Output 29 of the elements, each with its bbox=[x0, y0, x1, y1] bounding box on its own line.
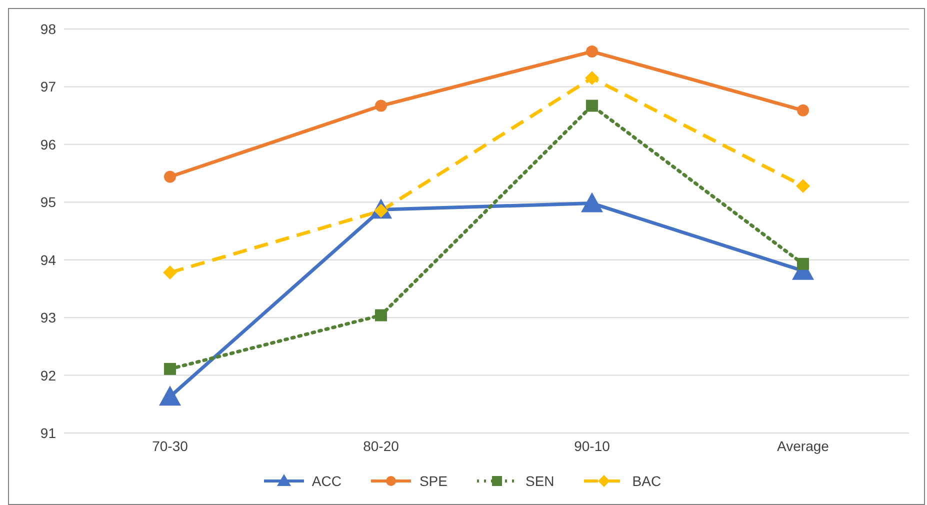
legend-label: ACC bbox=[312, 473, 342, 489]
y-tick-label: 94 bbox=[40, 252, 56, 268]
y-tick-label: 91 bbox=[40, 424, 56, 441]
x-tick-label: 80-20 bbox=[363, 438, 400, 454]
point bbox=[797, 258, 809, 270]
point bbox=[164, 170, 176, 183]
y-tick-label: 97 bbox=[40, 78, 56, 95]
x-tick-label: Average bbox=[777, 438, 830, 454]
legend-label: BAC bbox=[632, 473, 662, 489]
point bbox=[586, 46, 598, 58]
point bbox=[163, 266, 177, 280]
y-tick-label: 98 bbox=[40, 20, 56, 37]
legend-label: SEN bbox=[525, 473, 554, 489]
point bbox=[375, 309, 387, 322]
y-tick-label: 96 bbox=[40, 136, 56, 152]
y-tick-label: 95 bbox=[40, 194, 56, 210]
point bbox=[581, 192, 603, 212]
point bbox=[375, 100, 387, 112]
x-tick-label: 90-10 bbox=[574, 438, 610, 454]
point bbox=[159, 386, 181, 406]
point bbox=[585, 71, 599, 86]
y-tick-label: 93 bbox=[40, 310, 56, 326]
point bbox=[164, 362, 176, 375]
x-tick-label: 70-30 bbox=[152, 438, 188, 454]
point bbox=[586, 100, 598, 112]
point bbox=[796, 178, 810, 193]
legend-label: SPE bbox=[419, 473, 448, 489]
point bbox=[797, 104, 809, 116]
y-tick-label: 92 bbox=[40, 367, 56, 384]
